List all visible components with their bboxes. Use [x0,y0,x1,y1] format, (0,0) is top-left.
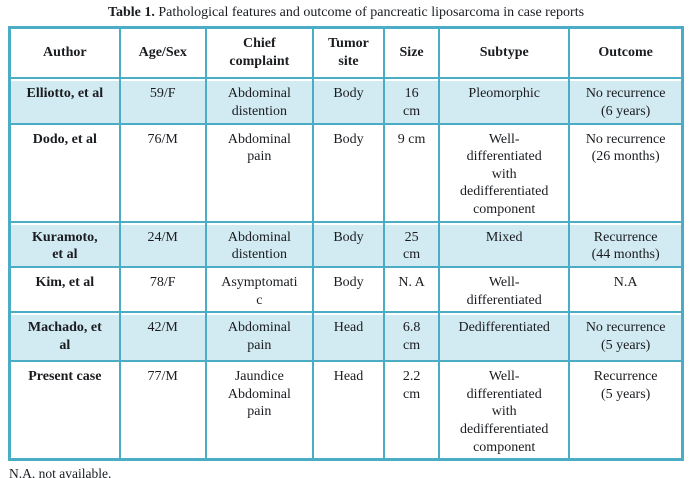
cell-age-sex: 24/M [118,220,207,268]
table-row-machado: Machado, et al 42/M Abdominal pain Head … [8,311,684,363]
cell-tumor-site: Body [311,220,386,268]
header-chief-complaint: Chief complaint [204,26,314,80]
header-outcome: Outcome [568,26,684,80]
footnote: N.A, not available. [9,466,112,478]
cell-age-sex: 42/M [118,311,207,363]
table-row-kim: Kim, et al 78/F Asymptomati c Body N. A … [8,265,684,314]
cell-size: N. A [383,265,441,314]
cell-age-sex: 59/F [118,77,207,125]
header-author: Author [8,26,121,80]
cell-outcome: Recurrence (44 months) [568,220,684,268]
cell-subtype: Well- differentiated [438,265,571,314]
cell-author: Kuramoto, et al [8,220,121,268]
table-row-kuramoto: Kuramoto, et al 24/M Abdominal distentio… [8,220,684,268]
table-caption: Table 1. Pathological features and outco… [4,5,688,22]
cell-author: Kim, et al [8,265,121,314]
case-reports-table: Author Age/Sex Chief complaint Tumor sit… [8,25,684,462]
cell-chief-complaint: Asymptomati c [204,265,314,314]
cell-author: Machado, et al [8,311,121,363]
table-row-elliotto: Elliotto, et al 59/F Abdominal distentio… [8,77,684,125]
table-caption-text: Pathological features and outcome of pan… [158,5,585,20]
header-row: Author Age/Sex Chief complaint Tumor sit… [8,26,684,80]
cell-size: 2.2 cm [383,360,441,461]
cell-age-sex: 76/M [118,122,207,223]
header-age-sex: Age/Sex [118,26,207,80]
cell-tumor-site: Body [311,122,386,223]
cell-chief-complaint: Abdominal distention [204,220,314,268]
cell-tumor-site: Body [311,77,386,125]
cell-outcome: Recurrence (5 years) [568,360,684,461]
cell-subtype: Well- differentiated with dedifferentiat… [438,122,571,223]
cell-author: Present case [8,360,121,461]
table-row-present-case: Present case 77/M Jaundice Abdominal pai… [8,360,684,461]
header-tumor-site: Tumor site [311,26,386,80]
cell-outcome: No recurrence (5 years) [568,311,684,363]
cell-outcome: No recurrence (6 years) [568,77,684,125]
cell-subtype: Mixed [438,220,571,268]
table-caption-number: Table 1. [107,5,155,20]
cell-outcome: No recurrence (26 months) [568,122,684,223]
cell-size: 25 cm [383,220,441,268]
cell-tumor-site: Head [311,360,386,461]
cell-subtype: Dedifferentiated [438,311,571,363]
header-size: Size [383,26,441,80]
cell-subtype: Pleomorphic [438,77,571,125]
cell-chief-complaint: Jaundice Abdominal pain [204,360,314,461]
cell-age-sex: 78/F [118,265,207,314]
cell-author: Dodo, et al [8,122,121,223]
cell-tumor-site: Head [311,311,386,363]
cell-subtype: Well- differentiated with dedifferentiat… [438,360,571,461]
cell-chief-complaint: Abdominal pain [204,311,314,363]
cell-tumor-site: Body [311,265,386,314]
table-row-dodo: Dodo, et al 76/M Abdominal pain Body 9 c… [8,122,684,223]
header-subtype: Subtype [438,26,571,80]
cell-outcome: N.A [568,265,684,314]
cell-age-sex: 77/M [118,360,207,461]
cell-chief-complaint: Abdominal pain [204,122,314,223]
cell-size: 16 cm [383,77,441,125]
cell-size: 6.8 cm [383,311,441,363]
cell-chief-complaint: Abdominal distention [204,77,314,125]
cell-size: 9 cm [383,122,441,223]
cell-author: Elliotto, et al [8,77,121,125]
